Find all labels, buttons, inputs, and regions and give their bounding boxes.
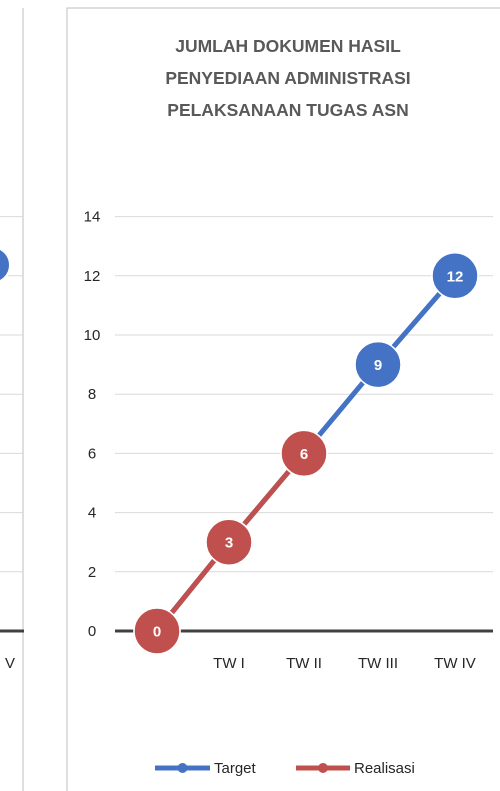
- chart-title-line: JUMLAH DOKUMEN HASIL: [175, 36, 401, 56]
- left-x-tick-label: V: [5, 655, 15, 672]
- chart-panel-border: [66, 7, 500, 791]
- left-data-point: [0, 247, 11, 283]
- data-point: [354, 340, 402, 389]
- data-label: 6: [300, 446, 308, 463]
- legend-marker-target: [177, 763, 188, 773]
- legend-label-target: Target: [214, 760, 257, 777]
- legend: Target Realisasi: [155, 760, 415, 777]
- data-label: 3: [225, 535, 233, 552]
- y-tick-label: 12: [84, 268, 101, 285]
- data-point: [280, 429, 328, 478]
- x-tick-label: TW III: [358, 655, 398, 672]
- gridlines: [115, 216, 493, 573]
- x-axis-tick-labels: TW I TW II TW III TW IV: [213, 655, 476, 672]
- y-tick-label: 2: [88, 564, 96, 581]
- chart-title-line: PELAKSANAAN TUGAS ASN: [167, 100, 408, 120]
- data-point: [205, 518, 253, 566]
- y-tick-label: 8: [88, 386, 96, 403]
- data-point: [431, 252, 479, 300]
- legend-label-realisasi: Realisasi: [354, 760, 415, 777]
- main-chart: JUMLAH DOKUMEN HASIL PENYEDIAAN ADMINIST…: [66, 7, 500, 791]
- x-tick-label: TW II: [286, 655, 322, 672]
- data-label: 12: [447, 268, 464, 285]
- y-tick-label: 10: [84, 327, 101, 344]
- data-label: 0: [153, 624, 161, 641]
- y-axis-tick-labels: 0 2 4 6 8 10 12 14: [84, 209, 101, 640]
- series-points: 036912036: [133, 252, 479, 655]
- chart-title-line: PENYEDIAAN ADMINISTRASI: [165, 68, 410, 88]
- y-tick-label: 14: [84, 209, 101, 226]
- left-chart-fragment: 3 V: [0, 8, 24, 791]
- x-tick-label: TW I: [213, 655, 245, 672]
- x-tick-label: TW IV: [434, 655, 476, 672]
- y-tick-label: 0: [88, 623, 96, 640]
- data-point: [133, 607, 181, 655]
- y-tick-label: 4: [88, 505, 96, 522]
- legend-marker-realisasi: [318, 763, 328, 773]
- data-label: 9: [374, 357, 382, 374]
- y-tick-label: 6: [88, 445, 96, 462]
